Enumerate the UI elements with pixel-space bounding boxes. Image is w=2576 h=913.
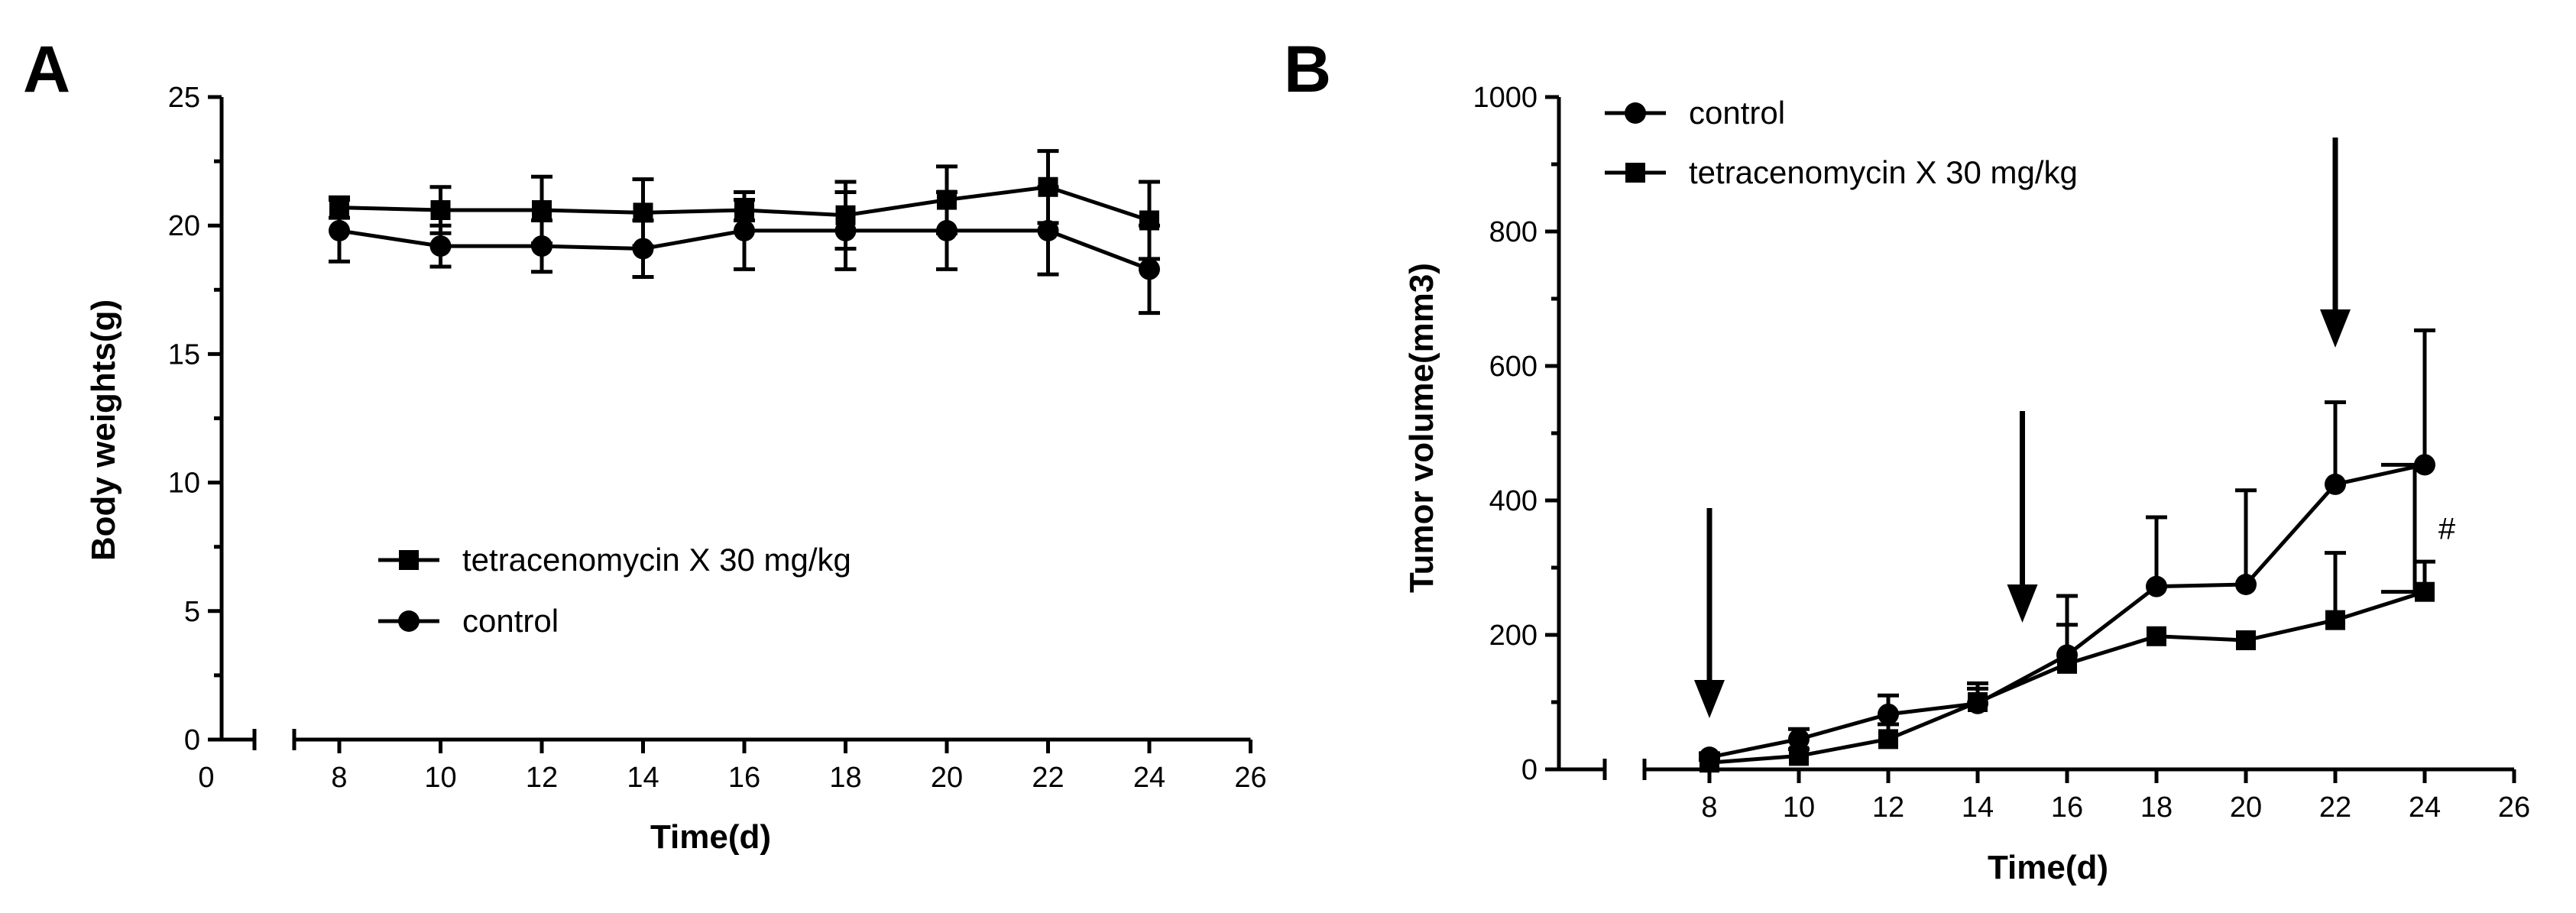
panel-b-data-point bbox=[1878, 703, 1899, 725]
panel-b-x-tick-label: 26 bbox=[2498, 792, 2530, 824]
panel-a-data-point bbox=[532, 200, 552, 221]
panel-a-y-tick-label: 5 bbox=[184, 596, 200, 628]
panel-b-data-point bbox=[1788, 728, 1810, 750]
panel-a-x-tick-label: 10 bbox=[424, 762, 456, 794]
panel-b-data-point bbox=[2146, 575, 2167, 597]
panel-a-legend-label: control bbox=[462, 603, 559, 639]
panel-b-data-point bbox=[1968, 692, 1988, 712]
panel-b-data-point bbox=[1789, 746, 1809, 766]
panel-a-data-point bbox=[430, 200, 451, 221]
panel-b-y-tick-label: 400 bbox=[1489, 485, 1537, 517]
panel-b-y-tick-label: 0 bbox=[1521, 754, 1537, 786]
panel-b-legend-marker bbox=[1625, 102, 1646, 124]
panel-b-y-tick-label: 200 bbox=[1489, 620, 1537, 652]
panel-a-data-point bbox=[734, 219, 755, 241]
panel-a-x-tick-label: 20 bbox=[931, 762, 963, 794]
panel-b-data-point bbox=[2235, 574, 2257, 595]
panel-a-x-tick-label: 14 bbox=[627, 762, 659, 794]
panel-a-x-tick-label: 8 bbox=[331, 762, 347, 794]
panel-b-y-tick-label: 800 bbox=[1489, 216, 1537, 248]
panel-a-y-tick-label: 10 bbox=[168, 468, 200, 500]
panel-b-x-tick-label: 8 bbox=[1701, 792, 1717, 824]
panel-b-significance-bracket bbox=[2381, 462, 2417, 594]
panel-b-data-point bbox=[2236, 630, 2256, 651]
panel-b-legend-marker bbox=[1625, 163, 1645, 183]
panel-a-y-tick-label: 15 bbox=[168, 338, 200, 371]
panel-a-legend-marker bbox=[399, 550, 419, 570]
panel-b-x-tick-label: 10 bbox=[1783, 792, 1815, 824]
panel-a-x-axis-title: Time(d) bbox=[650, 818, 771, 856]
panel-a-x-tick-label: 16 bbox=[728, 762, 760, 794]
panel-a-x-tick-label: 18 bbox=[829, 762, 861, 794]
panel-a-x-tick-label: 0 bbox=[198, 762, 214, 794]
panel-a-x-tick-label: 12 bbox=[526, 762, 558, 794]
panel-a-y-axis-title: Body weights(g) bbox=[85, 299, 122, 561]
panel-b-x-tick-label: 16 bbox=[2051, 792, 2083, 824]
panel-b-plot: 0 200 400 600 800 1000 8 10 12 14 16 18 20 22 24 26 cont… bbox=[1473, 82, 2530, 824]
panel-a-legend-label: tetracenomycin X 30 mg/kg bbox=[462, 542, 851, 578]
panel-b-x-tick-label: 20 bbox=[2230, 792, 2262, 824]
panel-a-y-tick-label: 20 bbox=[168, 210, 200, 242]
panel-a-x-tick-label: 22 bbox=[1032, 762, 1064, 794]
panel-b-treatment-arrow-head bbox=[2007, 584, 2038, 623]
panel-b-x-axis-title: Time(d) bbox=[1988, 849, 2108, 886]
panel-b-data-point bbox=[2057, 653, 2077, 674]
panel-b-treatment-arrow-head bbox=[2320, 309, 2351, 348]
panel-a-data-point bbox=[329, 219, 350, 241]
panel-b-x-tick-label: 24 bbox=[2409, 792, 2441, 824]
panel-a-letter: A bbox=[23, 33, 70, 106]
panel-b-data-point bbox=[2147, 626, 2166, 646]
panel-b-x-tick-label: 22 bbox=[2319, 792, 2351, 824]
panel-b-treatment-arrow-head bbox=[1694, 680, 1725, 718]
panel-b-data-point bbox=[2414, 454, 2435, 476]
panel-b-x-tick-label: 12 bbox=[1872, 792, 1904, 824]
panel-a-plot: 0 5 10 15 20 25 0 8 10 12 14 16 18 20 22 24 26 tetracenom… bbox=[168, 82, 1267, 794]
panel-b-x-tick-label: 18 bbox=[2140, 792, 2173, 824]
panel-b-data-point bbox=[1700, 753, 1719, 773]
panel-a-data-point bbox=[531, 235, 552, 257]
panel-a-data-point bbox=[936, 219, 957, 241]
panel-a-x-tick-label: 24 bbox=[1133, 762, 1165, 794]
panel-b-x-tick-label: 14 bbox=[1962, 792, 1994, 824]
panel-a-x-tick-label: 26 bbox=[1234, 762, 1266, 794]
panel-b-y-axis-title: Tumor volume(mm3) bbox=[1403, 263, 1440, 593]
panel-a-y-tick-label: 0 bbox=[184, 724, 200, 756]
panel-a-data-point bbox=[632, 238, 654, 260]
panel-b-data-point bbox=[2415, 581, 2435, 602]
panel-a-data-point bbox=[429, 235, 452, 257]
panel-b-data-point bbox=[2325, 473, 2346, 495]
panel-b-legend-label: control bbox=[1689, 95, 1785, 131]
panel-b-y-tick-label: 600 bbox=[1489, 351, 1537, 383]
panel-a-y-tick-label: 25 bbox=[168, 82, 200, 114]
panel-a-data-point bbox=[1037, 219, 1059, 241]
panel-a-legend-marker bbox=[398, 610, 420, 632]
panel-a-data-point bbox=[834, 219, 857, 241]
panel-a-data-point bbox=[1139, 258, 1160, 280]
panel-b-letter: B bbox=[1284, 33, 1331, 106]
panel-b-data-point bbox=[2325, 610, 2345, 630]
panel-b-y-tick-label: 1000 bbox=[1473, 82, 1537, 114]
panel-b-data-point bbox=[1878, 729, 1898, 750]
panel-b-legend-label: tetracenomycin X 30 mg/kg bbox=[1689, 154, 2078, 190]
panel-b-significance-label: # bbox=[2438, 513, 2456, 546]
